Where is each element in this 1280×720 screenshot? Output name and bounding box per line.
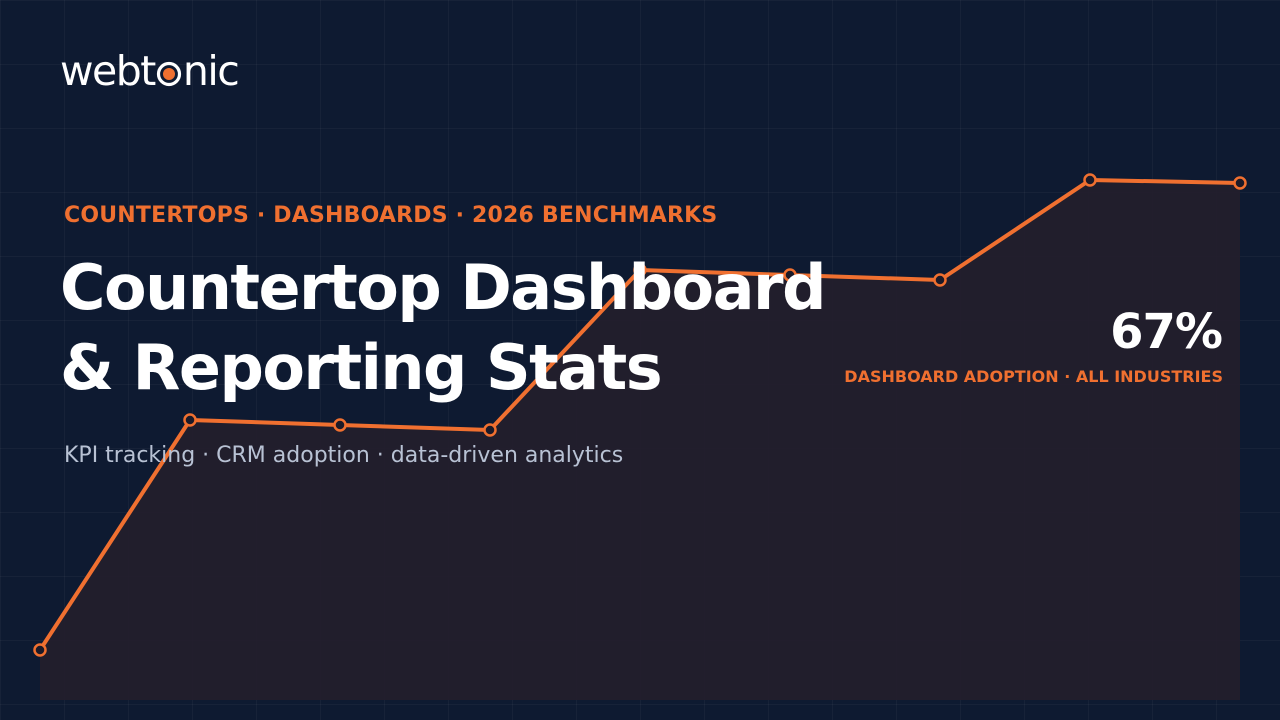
stat-caption: DASHBOARD ADOPTION · ALL INDUSTRIES xyxy=(844,367,1223,386)
chart-point xyxy=(1083,173,1097,187)
title-line-2: & Reporting Stats xyxy=(60,331,663,404)
page-title: Countertop Dashboard & Reporting Stats xyxy=(60,248,826,408)
eyebrow-tags: COUNTERTOPS · DASHBOARDS · 2026 BENCHMAR… xyxy=(64,203,718,228)
logo-o-dot-icon xyxy=(156,61,182,87)
chart-point xyxy=(483,423,497,437)
logo-text-end: nic xyxy=(182,47,240,95)
chart-area-fill xyxy=(40,180,1240,700)
chart-point xyxy=(33,643,47,657)
chart-point xyxy=(783,268,797,282)
chart-points xyxy=(33,173,1247,657)
chart-point xyxy=(633,263,647,277)
stat-value: 67% xyxy=(1110,304,1223,360)
chart-point xyxy=(933,273,947,287)
subtitle-topics: KPI tracking · CRM adoption · data-drive… xyxy=(64,443,624,468)
chart-point xyxy=(183,413,197,427)
chart-point xyxy=(1233,176,1247,190)
webtonic-logo[interactable]: webt nic xyxy=(60,46,240,96)
title-line-1: Countertop Dashboard xyxy=(60,251,826,324)
chart-point xyxy=(333,418,347,432)
logo-text-start: webt xyxy=(60,47,156,95)
